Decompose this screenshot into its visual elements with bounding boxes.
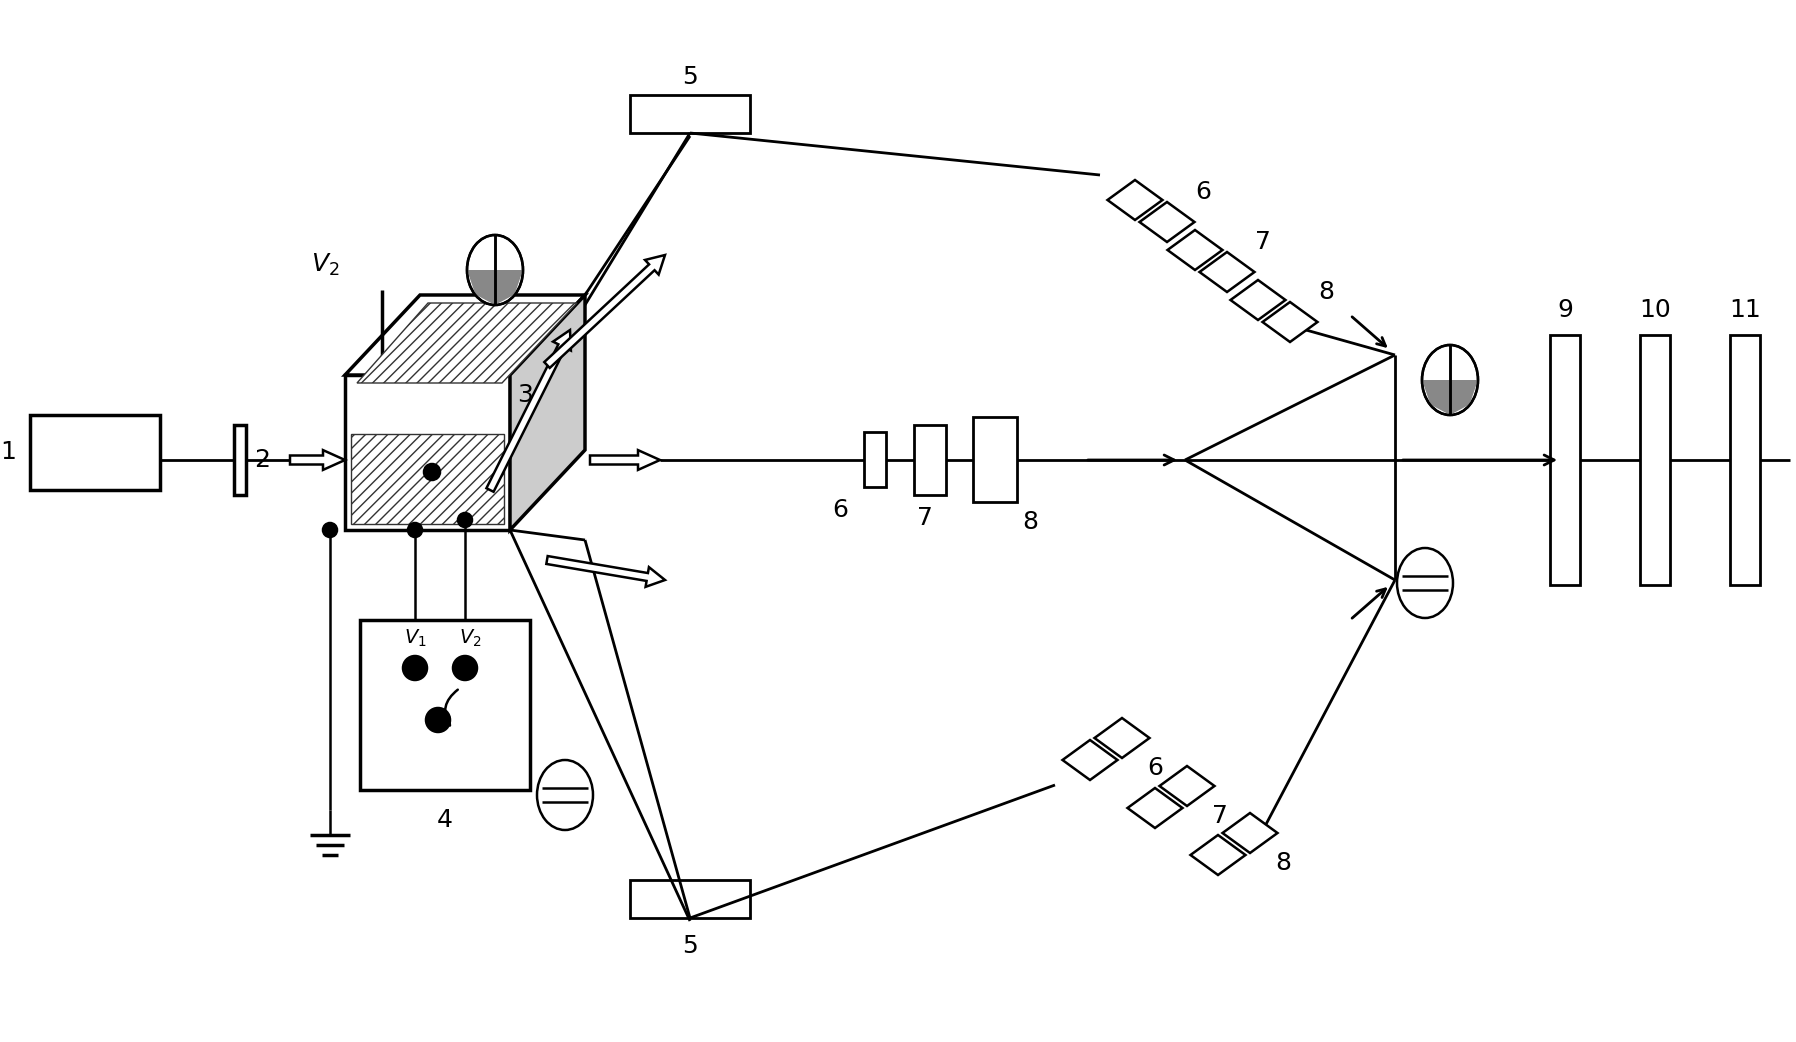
Circle shape bbox=[453, 656, 478, 680]
Polygon shape bbox=[1139, 202, 1194, 242]
Bar bbox=[359, 620, 530, 790]
Ellipse shape bbox=[467, 235, 523, 305]
Ellipse shape bbox=[1422, 345, 1478, 415]
Circle shape bbox=[424, 464, 440, 480]
Text: 7: 7 bbox=[918, 506, 932, 530]
Bar bbox=[345, 375, 510, 530]
Circle shape bbox=[408, 523, 422, 537]
Polygon shape bbox=[357, 303, 577, 383]
Bar bbox=[864, 432, 885, 487]
Text: 11: 11 bbox=[1730, 298, 1760, 322]
Polygon shape bbox=[1128, 788, 1182, 828]
Circle shape bbox=[426, 708, 451, 731]
Text: 10: 10 bbox=[1640, 298, 1670, 322]
Text: 8: 8 bbox=[1022, 510, 1038, 534]
Text: 7: 7 bbox=[1255, 230, 1272, 254]
FancyArrow shape bbox=[591, 450, 659, 470]
FancyArrow shape bbox=[289, 450, 345, 470]
Bar bbox=[350, 435, 505, 524]
Text: 2: 2 bbox=[253, 448, 269, 472]
Polygon shape bbox=[1422, 380, 1478, 415]
Text: 5: 5 bbox=[682, 934, 699, 958]
Text: 5: 5 bbox=[682, 65, 699, 89]
Bar bbox=[1550, 334, 1580, 585]
Text: 4: 4 bbox=[436, 808, 453, 832]
Text: 8: 8 bbox=[1318, 280, 1334, 304]
Polygon shape bbox=[1200, 252, 1254, 292]
Bar bbox=[233, 425, 246, 495]
Polygon shape bbox=[1108, 180, 1162, 220]
Polygon shape bbox=[1230, 280, 1286, 320]
Circle shape bbox=[402, 656, 427, 680]
Text: 6: 6 bbox=[1148, 756, 1164, 780]
Ellipse shape bbox=[1397, 548, 1453, 618]
Circle shape bbox=[323, 523, 338, 537]
Text: $V_1$: $V_1$ bbox=[404, 627, 426, 649]
Bar bbox=[630, 880, 751, 918]
Polygon shape bbox=[1063, 740, 1117, 780]
Polygon shape bbox=[510, 295, 585, 530]
Circle shape bbox=[458, 513, 472, 527]
Text: $V_2$: $V_2$ bbox=[458, 627, 481, 649]
Bar bbox=[31, 415, 160, 490]
FancyArrow shape bbox=[544, 255, 665, 368]
Bar bbox=[1730, 334, 1760, 585]
Text: 3: 3 bbox=[517, 383, 533, 407]
Polygon shape bbox=[1223, 813, 1277, 853]
Polygon shape bbox=[1160, 766, 1214, 807]
FancyArrow shape bbox=[546, 556, 665, 587]
Polygon shape bbox=[467, 270, 523, 305]
FancyArrow shape bbox=[487, 330, 571, 492]
Text: 8: 8 bbox=[1275, 851, 1291, 875]
Polygon shape bbox=[345, 295, 585, 375]
Text: 6: 6 bbox=[832, 498, 848, 522]
Text: 9: 9 bbox=[1557, 298, 1573, 322]
Polygon shape bbox=[1263, 302, 1318, 342]
Bar bbox=[973, 417, 1017, 502]
Bar bbox=[630, 95, 751, 133]
Bar bbox=[914, 425, 946, 495]
Polygon shape bbox=[1167, 230, 1223, 270]
Polygon shape bbox=[1094, 718, 1149, 758]
Text: 7: 7 bbox=[1212, 804, 1228, 828]
Text: $V_2$: $V_2$ bbox=[311, 252, 339, 278]
Ellipse shape bbox=[537, 760, 593, 830]
Polygon shape bbox=[1191, 835, 1245, 875]
Text: 6: 6 bbox=[1194, 180, 1211, 204]
Bar bbox=[1640, 334, 1670, 585]
Text: 1: 1 bbox=[0, 440, 16, 464]
